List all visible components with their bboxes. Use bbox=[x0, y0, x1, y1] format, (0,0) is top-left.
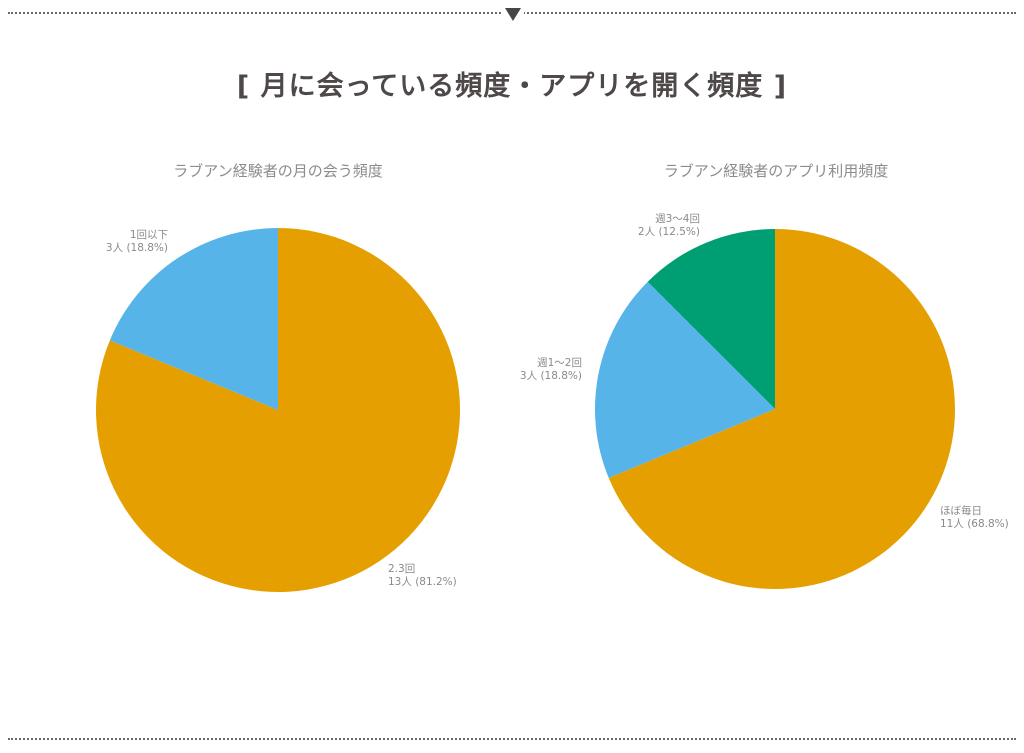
slice-value: 3人 (18.8%) bbox=[105, 242, 168, 254]
slice-value: 3人 (18.8%) bbox=[519, 370, 582, 382]
triangle-down-icon bbox=[505, 8, 521, 21]
pie-slice bbox=[109, 228, 278, 410]
slice-label-3-4-per-week: 週3〜4回 2人 (12.5%) bbox=[630, 213, 700, 239]
pie-chart-meeting-frequency bbox=[96, 228, 461, 592]
chart-title-app-usage: ラブアン経験者のアプリ利用頻度 bbox=[663, 162, 889, 180]
page-title: [ 月に会っている頻度・アプリを開く頻度 ] bbox=[236, 71, 788, 102]
bottom-divider bbox=[8, 738, 1016, 740]
slice-name: 2.3回 bbox=[388, 563, 416, 575]
slice-label-almost-daily: ほぼ毎日 11人 (68.8%) bbox=[940, 505, 1009, 531]
pie-chart-app-usage bbox=[594, 229, 956, 590]
slice-value: 13人 (81.2%) bbox=[388, 576, 457, 588]
slice-name: 週3〜4回 bbox=[655, 213, 700, 225]
pie-slice bbox=[647, 229, 775, 409]
chart-title-meeting-frequency: ラブアン経験者の月の会う頻度 bbox=[173, 162, 383, 180]
slice-name: ほぼ毎日 bbox=[940, 505, 982, 517]
slice-value: 11人 (68.8%) bbox=[940, 518, 1009, 530]
pie-slice bbox=[608, 229, 956, 590]
slice-name: 1回以下 bbox=[129, 229, 168, 241]
slice-label-1-2-per-week: 週1〜2回 3人 (18.8%) bbox=[510, 357, 582, 383]
slice-value: 2人 (12.5%) bbox=[637, 226, 700, 238]
slice-label-once-or-less: 1回以下 3人 (18.8%) bbox=[100, 229, 168, 255]
divider-arrow bbox=[502, 4, 524, 24]
slice-label-2-3-times: 2.3回 13人 (81.2%) bbox=[388, 563, 457, 589]
slice-name: 週1〜2回 bbox=[537, 357, 582, 369]
pie-slice bbox=[594, 281, 775, 478]
